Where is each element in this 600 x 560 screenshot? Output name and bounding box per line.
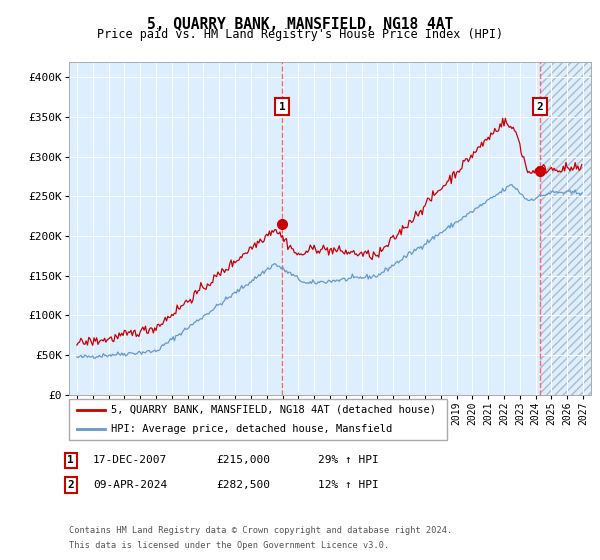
Bar <box>540 62 591 395</box>
Text: HPI: Average price, detached house, Mansfield: HPI: Average price, detached house, Mans… <box>110 424 392 434</box>
Text: Contains HM Land Registry data © Crown copyright and database right 2024.: Contains HM Land Registry data © Crown c… <box>69 526 452 535</box>
Text: 5, QUARRY BANK, MANSFIELD, NG18 4AT (detached house): 5, QUARRY BANK, MANSFIELD, NG18 4AT (det… <box>110 405 436 415</box>
Text: £215,000: £215,000 <box>216 455 270 465</box>
Text: £282,500: £282,500 <box>216 480 270 490</box>
FancyBboxPatch shape <box>69 399 447 440</box>
Text: Price paid vs. HM Land Registry's House Price Index (HPI): Price paid vs. HM Land Registry's House … <box>97 28 503 41</box>
Text: This data is licensed under the Open Government Licence v3.0.: This data is licensed under the Open Gov… <box>69 541 389 550</box>
Text: 1: 1 <box>278 101 285 111</box>
Text: 2: 2 <box>67 480 74 490</box>
Text: 29% ↑ HPI: 29% ↑ HPI <box>318 455 379 465</box>
Text: 12% ↑ HPI: 12% ↑ HPI <box>318 480 379 490</box>
Text: 09-APR-2024: 09-APR-2024 <box>93 480 167 490</box>
Text: 5, QUARRY BANK, MANSFIELD, NG18 4AT: 5, QUARRY BANK, MANSFIELD, NG18 4AT <box>147 17 453 32</box>
Text: 1: 1 <box>67 455 74 465</box>
Text: 2: 2 <box>536 101 543 111</box>
Text: 17-DEC-2007: 17-DEC-2007 <box>93 455 167 465</box>
